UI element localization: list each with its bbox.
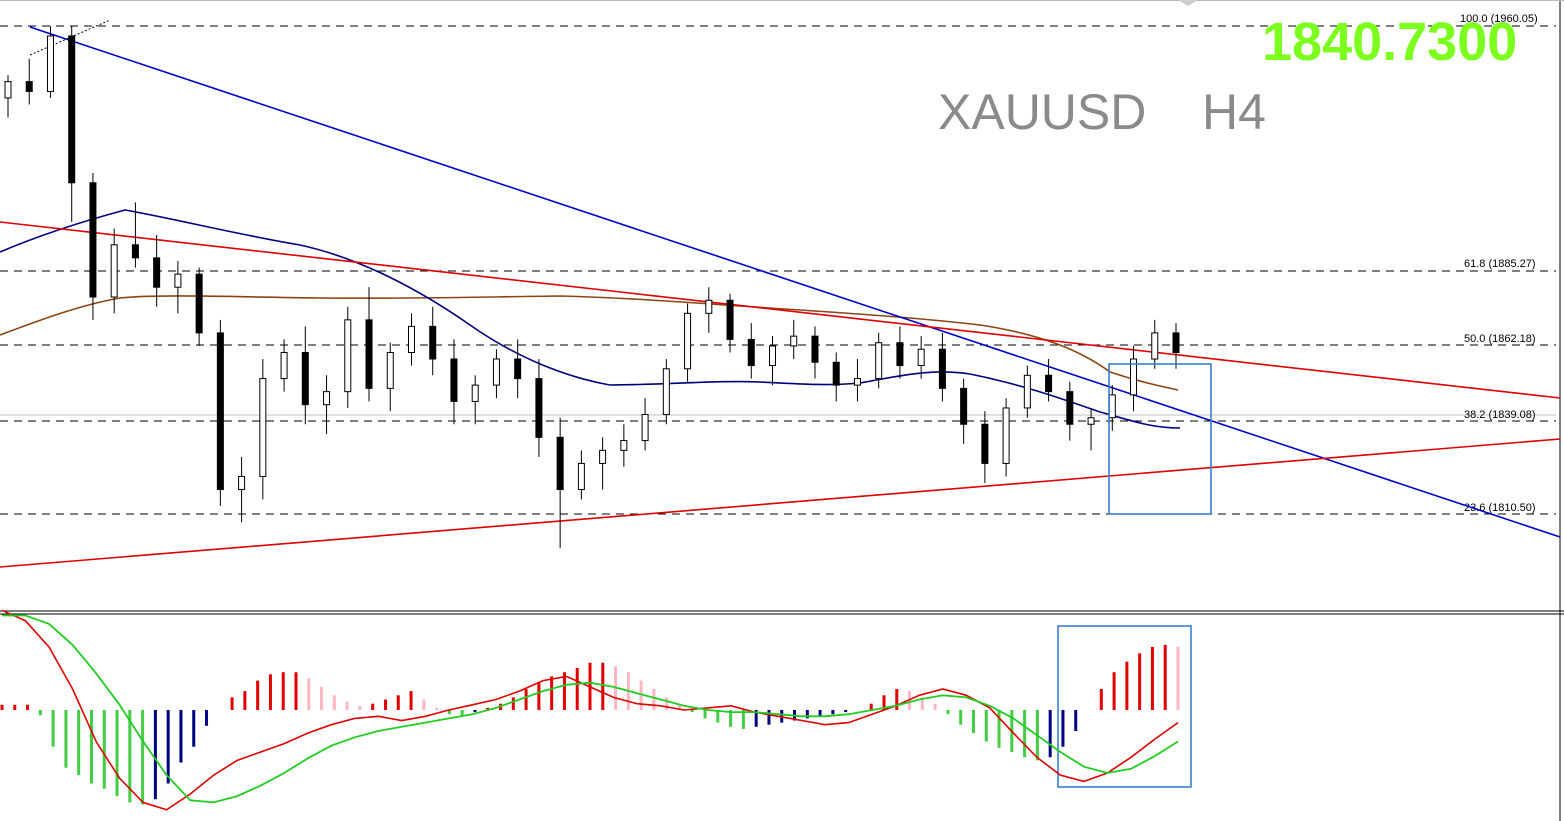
fib-label-100: 100.0 (1960.05) xyxy=(1460,13,1538,25)
candle-bullish xyxy=(1130,358,1138,396)
candle-bearish xyxy=(68,35,76,184)
candle-bullish xyxy=(174,273,182,288)
candle-bullish xyxy=(323,391,331,406)
candle-bullish xyxy=(46,35,54,92)
candle-bullish xyxy=(577,462,585,491)
candle-bullish xyxy=(1023,374,1031,409)
candle-bearish xyxy=(960,387,968,425)
candle-bullish xyxy=(238,475,246,491)
candle-bullish xyxy=(386,351,394,389)
candle-bullish xyxy=(705,299,713,314)
candle-bullish xyxy=(620,440,628,451)
candle-bullish xyxy=(471,384,479,402)
candle-bullish xyxy=(917,348,925,367)
candle-bearish xyxy=(216,332,224,491)
candle-bullish xyxy=(769,345,777,367)
candle-bearish xyxy=(301,351,309,406)
candle-bearish xyxy=(429,325,437,360)
candle-bearish xyxy=(1066,391,1074,425)
candle-bullish xyxy=(492,358,500,386)
candle-bullish xyxy=(1002,407,1010,464)
candle-bearish xyxy=(89,182,97,298)
candle-bullish xyxy=(407,325,415,353)
candle-bullish xyxy=(1151,332,1159,360)
candle-bearish xyxy=(514,358,522,380)
candle-bearish xyxy=(450,358,458,402)
macd-signal-line xyxy=(2,614,1179,804)
candle-bullish xyxy=(684,312,692,370)
candle-bearish xyxy=(556,436,564,491)
descending-trendline-red xyxy=(0,221,1561,399)
candle-bearish xyxy=(747,338,755,367)
candle-bullish xyxy=(1087,417,1095,425)
candlesticks xyxy=(4,26,1180,549)
candle-bearish xyxy=(1045,374,1053,393)
candle-bullish xyxy=(599,449,607,464)
candle-bullish xyxy=(1108,394,1116,419)
fibonacci-levels: 100.0 (1960.05) 61.8 (1885.27) 50.0 (186… xyxy=(0,13,1556,515)
candle-bearish xyxy=(832,361,840,386)
ascending-trendline-red xyxy=(0,438,1561,568)
channel-line-dotted xyxy=(29,19,111,56)
candle-bearish xyxy=(938,348,946,389)
fib-label-38-2: 38.2 (1839.08) xyxy=(1464,409,1536,421)
descending-trendline-blue xyxy=(29,26,1561,538)
candle-bearish xyxy=(195,273,203,334)
candle-bearish xyxy=(1172,332,1180,353)
candle-bullish xyxy=(853,378,861,386)
timeframe-label: H4 xyxy=(1202,84,1266,140)
macd-highlight-box xyxy=(1057,625,1192,788)
candle-bearish xyxy=(535,378,543,438)
candle-bullish xyxy=(4,81,12,99)
scroll-indicator-icon[interactable] xyxy=(1178,0,1198,6)
candle-bearish xyxy=(365,319,373,389)
candle-bullish xyxy=(875,342,883,380)
candle-bullish xyxy=(662,368,670,415)
candle-bullish xyxy=(790,335,798,347)
candle-bullish xyxy=(259,378,267,477)
candle-bearish xyxy=(811,335,819,363)
fib-label-61-8: 61.8 (1885.27) xyxy=(1464,258,1536,270)
candle-bullish xyxy=(280,351,288,380)
fib-label-50: 50.0 (1862.18) xyxy=(1464,333,1536,345)
candle-bullish xyxy=(344,319,352,393)
symbol-label: XAUUSD xyxy=(938,84,1146,140)
candle-bullish xyxy=(110,244,118,298)
ma-fast-line xyxy=(0,209,1181,429)
price-highlight-box xyxy=(1108,363,1212,515)
candle-bearish xyxy=(726,299,734,340)
candle-bearish xyxy=(131,244,139,259)
candle-bearish xyxy=(25,81,33,92)
candle-bearish xyxy=(896,342,904,367)
candle-bearish xyxy=(153,257,161,288)
candle-bullish xyxy=(641,413,649,442)
last-price-display: 1840.7300 xyxy=(1262,12,1517,72)
ma-slow-line xyxy=(0,295,1179,391)
candle-bearish xyxy=(981,423,989,464)
